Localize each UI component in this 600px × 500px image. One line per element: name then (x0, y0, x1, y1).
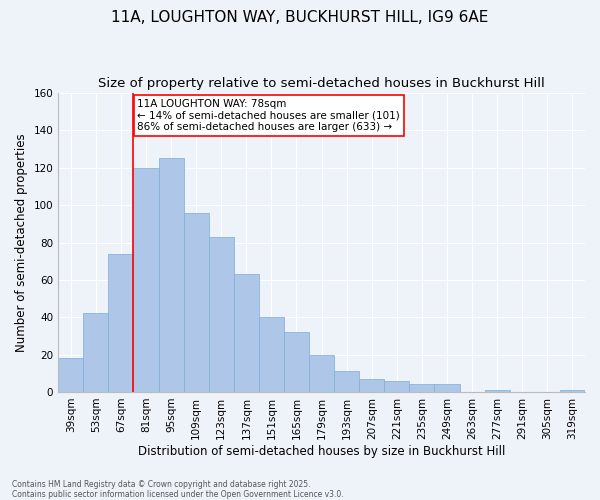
Text: 11A LOUGHTON WAY: 78sqm
← 14% of semi-detached houses are smaller (101)
86% of s: 11A LOUGHTON WAY: 78sqm ← 14% of semi-de… (137, 98, 400, 132)
Bar (58, 358, 83, 392)
Bar (485, 390, 510, 392)
Bar (109, 254, 133, 392)
Bar (434, 384, 460, 392)
Text: Contains HM Land Registry data © Crown copyright and database right 2025.
Contai: Contains HM Land Registry data © Crown c… (12, 480, 344, 499)
Bar (309, 354, 334, 392)
Y-axis label: Number of semi-detached properties: Number of semi-detached properties (15, 133, 28, 352)
Text: 11A, LOUGHTON WAY, BUCKHURST HILL, IG9 6AE: 11A, LOUGHTON WAY, BUCKHURST HILL, IG9 6… (112, 10, 488, 25)
Bar (409, 384, 434, 392)
Bar (385, 380, 409, 392)
Bar (234, 274, 259, 392)
Bar (83, 314, 109, 392)
Bar (284, 332, 309, 392)
Bar (209, 237, 234, 392)
Bar (334, 372, 359, 392)
Bar (560, 390, 585, 392)
Bar (359, 379, 385, 392)
Bar (158, 158, 184, 392)
Title: Size of property relative to semi-detached houses in Buckhurst Hill: Size of property relative to semi-detach… (98, 78, 545, 90)
Bar (184, 212, 209, 392)
Bar (259, 317, 284, 392)
X-axis label: Distribution of semi-detached houses by size in Buckhurst Hill: Distribution of semi-detached houses by … (138, 444, 505, 458)
Bar (133, 168, 158, 392)
